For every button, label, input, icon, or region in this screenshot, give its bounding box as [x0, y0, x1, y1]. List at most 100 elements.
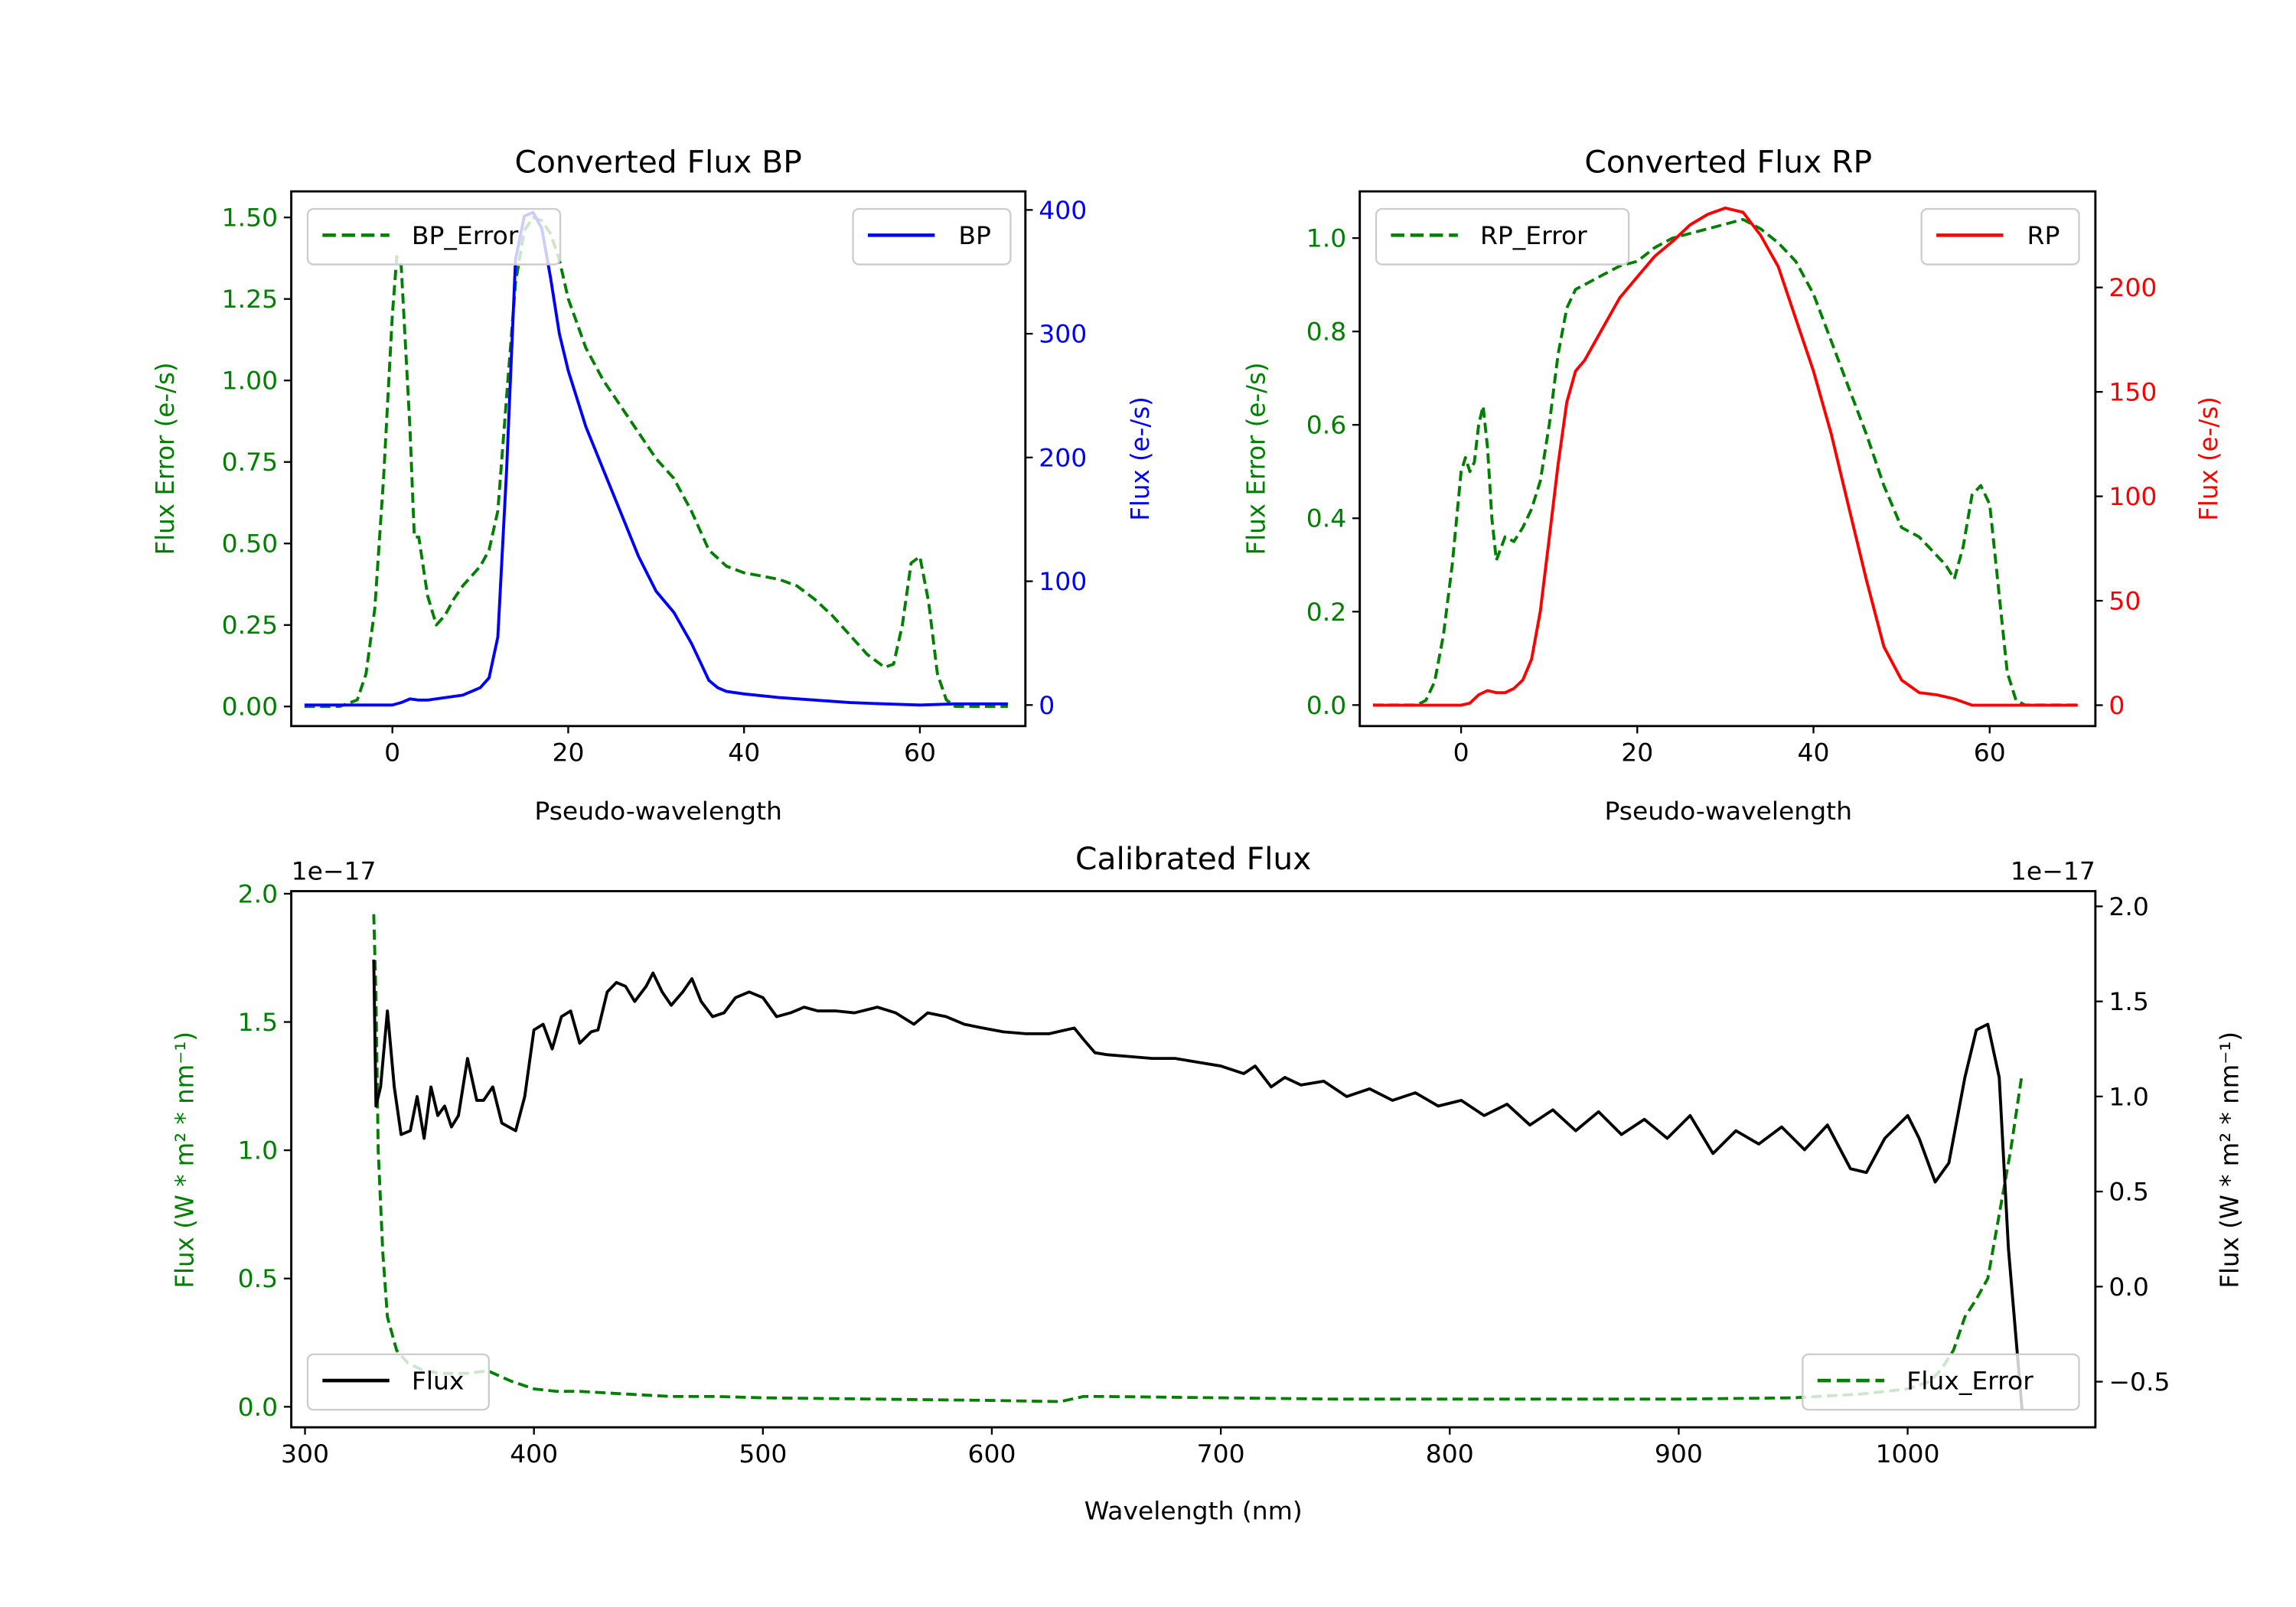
rp-x-tick-label: 40: [1798, 738, 1830, 768]
calibrated-x-tick-label: 800: [1426, 1439, 1474, 1468]
bp-x-ticks: 0 20 40 60: [384, 725, 936, 768]
bp-x-tick-label: 40: [728, 738, 760, 768]
calibrated-series-flux: [372, 960, 2024, 1411]
calibrated-y-left-tick-label: 0.5: [238, 1264, 278, 1293]
bp-x-tick-label: 60: [904, 738, 936, 768]
calibrated-x-tick-label: 400: [510, 1439, 558, 1468]
rp-y-left-tick-label: 0.6: [1306, 411, 1346, 440]
bp-series-bp-error: [304, 216, 1008, 709]
calibrated-offset-left: 1e−17: [292, 857, 377, 886]
flux-error-legend-box: [1802, 1353, 2080, 1411]
bp-x-axis-label: Pseudo-wavelength: [534, 797, 782, 826]
rp-y-right-tick-label: 150: [2108, 378, 2157, 407]
calibrated-y-right-tick-label: 1.0: [2108, 1083, 2148, 1112]
calibrated-legend-right: Flux_Error: [1802, 1353, 2080, 1411]
bp-y-left-tick-label: 0.75: [222, 448, 278, 477]
bp-y-left-tick-label: 0.50: [222, 530, 278, 559]
rp-series-rp-error: [1372, 217, 2078, 707]
bp-title: Converted Flux BP: [515, 144, 802, 181]
bp-y-left-tick-label: 1.25: [222, 285, 278, 314]
calibrated-y-axis-label-right: Flux (W * m² * nm⁻¹): [2215, 1032, 2244, 1289]
rp-x-tick-label: 0: [1453, 738, 1469, 768]
panel-calibrated-flux: Calibrated Flux 300 400 500 600 700 800 900 100…: [170, 840, 2244, 1525]
rp-series-rp: [1372, 206, 2078, 707]
rp-x-tick-label: 60: [1974, 738, 2006, 768]
bp-legend-label: BP: [958, 221, 991, 250]
calibrated-offset-right: 1e−17: [2011, 857, 2095, 886]
rp-legend-left: RP_Error: [1375, 207, 1630, 266]
calibrated-y-ticks-right: −0.5 0.0 0.5 1.0 1.5 2.0: [2095, 892, 2170, 1397]
rp-y-axis-label-right: Flux (e-/s): [2194, 396, 2223, 521]
rp-y-right-tick-label: 0: [2108, 691, 2125, 720]
calibrated-title: Calibrated Flux: [1075, 840, 1311, 877]
flux-error-legend-label: Flux_Error: [1906, 1367, 2033, 1396]
bp-error-legend-label: BP_Error: [412, 221, 519, 250]
panel-converted-flux-rp: Converted Flux RP 0 20 40 60 0.00.20.40.60.…: [1241, 144, 2223, 826]
bp-y-axis-label-right: Flux (e-/s): [1126, 396, 1155, 521]
calibrated-y-axis-label-left: Flux (W * m² * nm⁻¹): [170, 1032, 199, 1289]
bp-plot-area: [304, 210, 1008, 709]
calibrated-y-right-tick-label: −0.5: [2108, 1367, 2170, 1397]
bp-axes-frame: [290, 190, 1027, 728]
calibrated-y-right-tick-label: 0.0: [2108, 1273, 2148, 1302]
bp-y-ticks-right: 0 100 200 300 400: [1025, 196, 1087, 720]
calibrated-x-tick-label: 300: [281, 1439, 329, 1468]
bp-y-axis-label-left: Flux Error (e-/s): [151, 362, 180, 555]
calibrated-y-ticks-left: 0.0 0.5 1.0 1.5 2.0: [238, 880, 292, 1422]
bp-x-tick-label: 20: [552, 738, 584, 768]
bp-y-right-tick-label: 400: [1039, 196, 1087, 225]
calibrated-y-left-tick-label: 1.0: [238, 1136, 278, 1165]
rp-plot-area: [1372, 206, 2078, 707]
bp-y-left-tick-label: 0.25: [222, 611, 278, 640]
rp-x-axis-label: Pseudo-wavelength: [1604, 797, 1852, 826]
calibrated-x-axis-label: Wavelength (nm): [1084, 1497, 1303, 1526]
rp-legend-left-box: [1375, 207, 1630, 266]
rp-y-left-tick-label: 1.0: [1306, 224, 1346, 253]
bp-y-ticks-left: 0.00 0.25 0.50 0.75 1.00 1.25 1.50: [222, 204, 292, 722]
bp-legend-left-box: [306, 207, 562, 266]
calibrated-x-tick-label: 900: [1655, 1439, 1703, 1468]
calibrated-y-right-tick-label: 0.5: [2108, 1178, 2148, 1207]
bp-y-right-tick-label: 0: [1039, 691, 1055, 720]
calibrated-x-tick-label: 700: [1197, 1439, 1245, 1468]
flux-legend-label: Flux: [412, 1367, 465, 1396]
rp-y-axis-label-left: Flux Error (e-/s): [1241, 362, 1270, 555]
bp-y-left-tick-label: 1.50: [222, 204, 278, 233]
bp-x-tick-label: 0: [384, 738, 400, 768]
calibrated-x-tick-label: 600: [967, 1439, 1016, 1468]
rp-error-legend-label: RP_Error: [1480, 221, 1587, 250]
bp-legend-right: BP: [852, 207, 1012, 266]
rp-legend-label: RP: [2027, 221, 2060, 250]
bp-y-left-tick-label: 1.00: [222, 367, 278, 396]
rp-axes-frame: [1358, 190, 2097, 728]
rp-y-left-tick-label: 0.4: [1306, 504, 1346, 533]
rp-x-ticks: 0 20 40 60: [1453, 725, 2006, 768]
bp-y-right-tick-label: 300: [1039, 320, 1087, 349]
rp-legend-right: RP: [1920, 207, 2080, 266]
rp-title: Converted Flux RP: [1584, 144, 1872, 181]
calibrated-x-tick-label: 500: [739, 1439, 787, 1468]
rp-y-right-tick-label: 100: [2108, 482, 2157, 511]
rp-y-right-tick-label: 200: [2108, 273, 2157, 302]
calibrated-y-right-tick-label: 1.5: [2108, 987, 2148, 1016]
bp-legend-left: BP_Error: [306, 207, 562, 266]
bp-series-bp: [304, 210, 1008, 707]
calibrated-y-right-tick-label: 2.0: [2108, 892, 2148, 921]
calibrated-y-left-tick-label: 2.0: [238, 880, 278, 909]
bp-y-right-tick-label: 200: [1039, 444, 1087, 473]
calibrated-x-tick-label: 1000: [1876, 1439, 1940, 1468]
calibrated-axes-frame: [290, 890, 2097, 1429]
calibrated-y-left-tick-label: 0.0: [238, 1393, 278, 1422]
calibrated-x-ticks: 300 400 500 600 700 800 900 1000: [281, 1427, 1940, 1468]
rp-y-ticks-right: 0 50 100 150 200: [2095, 273, 2157, 720]
bp-y-left-tick-label: 0.00: [222, 693, 278, 722]
panel-converted-flux-bp: Converted Flux BP 0 20 40 60 0.000.250.500.…: [151, 144, 1155, 826]
rp-x-tick-label: 20: [1621, 738, 1653, 768]
rp-y-right-tick-label: 50: [2108, 587, 2141, 616]
calibrated-legend-left: Flux: [306, 1353, 490, 1411]
rp-y-left-tick-label: 0.2: [1306, 598, 1346, 627]
calibrated-y-left-tick-label: 1.5: [238, 1008, 278, 1037]
rp-y-left-tick-label: 0.0: [1306, 691, 1346, 720]
